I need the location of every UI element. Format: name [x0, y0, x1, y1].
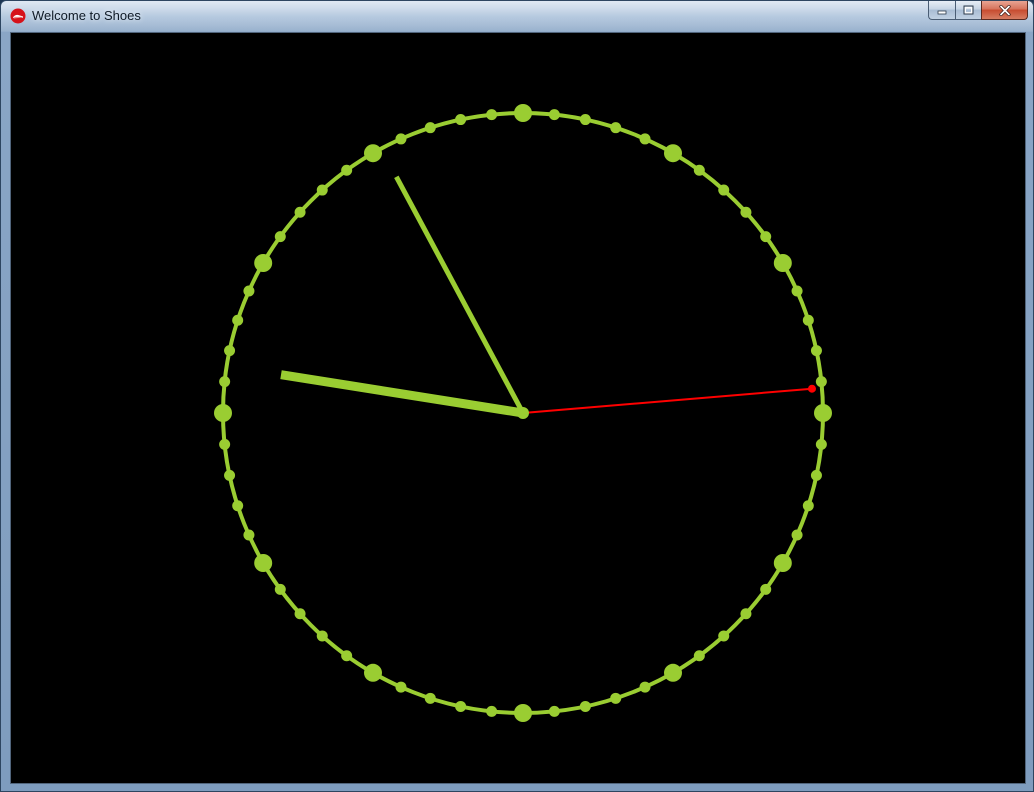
minute-marker [341, 650, 353, 662]
minute-marker [243, 285, 255, 297]
second-hand [522, 387, 813, 414]
minute-marker [718, 630, 730, 642]
minute-marker [610, 122, 622, 134]
hour-marker [514, 704, 532, 722]
minute-marker [693, 164, 705, 176]
minute-marker [395, 133, 407, 145]
minute-marker [639, 681, 651, 693]
minute-marker [815, 438, 827, 450]
minute-marker [224, 469, 236, 481]
close-icon [998, 4, 1011, 16]
minute-marker [219, 438, 231, 450]
analog-clock [214, 104, 832, 722]
window-title: Welcome to Shoes [32, 8, 141, 23]
minute-marker [274, 231, 286, 243]
minute-marker [791, 285, 803, 297]
close-button[interactable] [981, 1, 1028, 20]
minute-marker [424, 122, 436, 134]
minute-marker [693, 650, 705, 662]
minute-marker [224, 345, 236, 357]
hour-marker [214, 404, 232, 422]
minute-marker [219, 376, 231, 388]
hour-marker [773, 254, 792, 272]
hour-marker [254, 254, 273, 272]
hour-marker [364, 663, 382, 682]
minute-marker [316, 184, 328, 196]
minute-marker [316, 630, 328, 642]
hour-marker [514, 104, 532, 122]
minute-marker [548, 705, 560, 717]
minute-marker [294, 206, 306, 218]
minimize-button[interactable] [928, 1, 955, 20]
minute-marker [548, 109, 560, 121]
minute-marker [395, 681, 407, 693]
minute-marker [810, 345, 822, 357]
minute-marker [232, 314, 244, 326]
minute-marker [486, 705, 498, 717]
shoes-logo-icon [10, 8, 26, 24]
hour-marker [254, 554, 273, 572]
hour-marker [664, 144, 682, 163]
minute-marker [740, 608, 752, 620]
maximize-button[interactable] [955, 1, 981, 20]
minute-marker [232, 500, 244, 512]
minute-marker [486, 109, 498, 121]
minute-marker [294, 608, 306, 620]
minute-marker [639, 133, 651, 145]
minute-marker [740, 206, 752, 218]
minute-marker [791, 529, 803, 541]
title-bar[interactable]: Welcome to Shoes [1, 1, 1033, 31]
minute-marker [760, 583, 772, 595]
minute-marker [802, 500, 814, 512]
minute-hand [394, 175, 526, 415]
hour-hand [280, 370, 524, 418]
minute-marker [802, 314, 814, 326]
minute-marker [424, 692, 436, 704]
minute-marker [760, 231, 772, 243]
window-controls [928, 1, 1028, 21]
hour-marker [664, 663, 682, 682]
maximize-icon [963, 5, 974, 15]
canvas-area [10, 32, 1026, 784]
hour-marker [364, 144, 382, 163]
minute-marker [455, 700, 467, 712]
minute-marker [718, 184, 730, 196]
minute-marker [610, 692, 622, 704]
hour-marker [814, 404, 832, 422]
minute-marker [579, 114, 591, 126]
minute-marker [274, 583, 286, 595]
clock-center-hub [517, 407, 529, 419]
minimize-icon [937, 10, 947, 15]
minute-marker [815, 376, 827, 388]
minute-marker [243, 529, 255, 541]
minute-marker [455, 114, 467, 126]
minute-marker [341, 164, 353, 176]
minute-marker [810, 469, 822, 481]
hour-marker [773, 554, 792, 572]
minute-marker [579, 700, 591, 712]
second-hand-tip [807, 384, 816, 393]
